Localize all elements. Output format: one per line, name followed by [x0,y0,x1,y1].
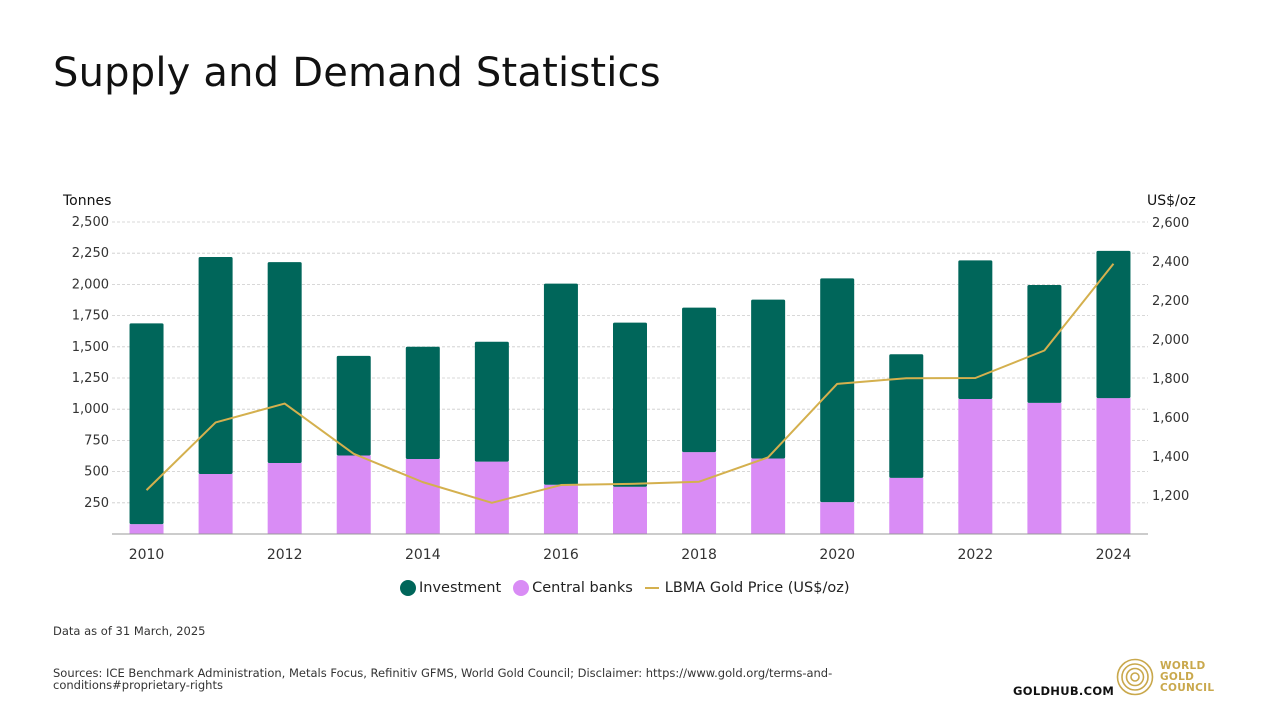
central-banks-bar [1027,402,1062,534]
y-axis-left-label: Tonnes [63,193,112,209]
gold-council-emblem-icon [1116,658,1154,696]
y-left-tick-label: 2,000 [72,277,109,292]
central-banks-bar [820,502,855,534]
central-banks-bar [751,458,786,534]
y-axis-right-label: US$/oz [1147,193,1196,209]
y-left-tick-label: 1,750 [72,309,109,324]
investment-bar [889,354,924,478]
chart-legend: Investment Central banks LBMA Gold Price… [400,580,862,596]
x-tick-label: 2022 [958,547,994,563]
investment-bar [129,323,164,525]
investment-bar [543,283,578,485]
investment-bar [1027,285,1062,403]
legend-label-investment: Investment [419,580,502,596]
data-date-note: Data as of 31 March, 2025 [53,624,206,638]
investment-bar [474,341,509,462]
y-left-tick-label: 1,000 [72,402,109,417]
central-banks-bar [958,398,993,534]
investment-bar [751,299,786,459]
central-banks-bar [267,462,302,534]
world-gold-council-logo: WORLD GOLD COUNCIL [1116,658,1214,696]
central-banks-bar [474,461,509,534]
legend-label-central-banks: Central banks [532,580,633,596]
investment-bar [267,262,302,463]
logo-line-council: COUNCIL [1160,681,1215,694]
investment-bar [405,346,440,459]
goldhub-link[interactable]: GOLDHUB.COM [1013,684,1115,698]
investment-bar [336,355,371,456]
legend-swatch-gold-price [644,587,659,589]
logo-line-world: WORLD [1160,659,1206,672]
central-banks-bar [1096,398,1131,534]
central-banks-bar [543,484,578,534]
y-left-tick-label: 1,500 [72,340,109,355]
legend-item-investment: Investment [400,580,501,596]
investment-bar [1096,250,1131,399]
y-right-tick-label: 1,200 [1152,489,1189,504]
y-right-tick-label: 1,600 [1152,411,1189,426]
y-left-tick-label: 2,500 [72,215,109,230]
x-tick-label: 2018 [681,547,717,563]
logo-wordmark: WORLD GOLD COUNCIL [1160,659,1215,694]
y-right-tick-label: 2,000 [1152,333,1189,348]
y-right-tick-label: 1,800 [1152,372,1189,387]
investment-bar [198,256,233,474]
investment-bar [682,307,717,453]
central-banks-bar [613,486,647,534]
central-banks-bar [129,524,164,534]
x-tick-label: 2014 [405,547,441,563]
y-left-tick-label: 500 [84,465,109,480]
y-left-tick-label: 1,250 [72,371,109,386]
x-tick-label: 2020 [819,547,855,563]
y-left-tick-label: 2,250 [72,246,109,261]
x-tick-label: 2016 [543,547,579,563]
x-tick-label: 2024 [1096,547,1132,563]
legend-label-gold-price: LBMA Gold Price (US$/oz) [664,580,850,596]
page-title: Supply and Demand Statistics [53,50,661,96]
logo-line-gold: GOLD [1160,670,1195,683]
y-right-tick-label: 2,200 [1152,294,1189,309]
investment-bar [820,278,855,503]
central-banks-bar [405,458,440,534]
legend-item-central-banks: Central banks [513,580,633,596]
y-right-tick-label: 1,400 [1152,450,1189,465]
central-banks-bar [682,452,717,534]
central-banks-bar [336,455,371,534]
sources-disclaimer: Sources: ICE Benchmark Administration, M… [53,666,833,692]
legend-swatch-investment [400,580,416,596]
y-left-tick-label: 750 [84,433,109,448]
central-banks-bar [889,477,924,534]
investment-bar [958,260,993,399]
y-right-tick-label: 2,600 [1152,216,1189,231]
y-left-tick-label: 250 [84,496,109,511]
legend-item-gold-price: LBMA Gold Price (US$/oz) [644,580,850,596]
x-tick-label: 2012 [267,547,303,563]
investment-bar [613,322,647,487]
y-right-tick-label: 2,400 [1152,255,1189,270]
central-banks-bar [198,473,233,534]
legend-swatch-central-banks [513,580,530,596]
x-tick-label: 2010 [129,547,165,563]
